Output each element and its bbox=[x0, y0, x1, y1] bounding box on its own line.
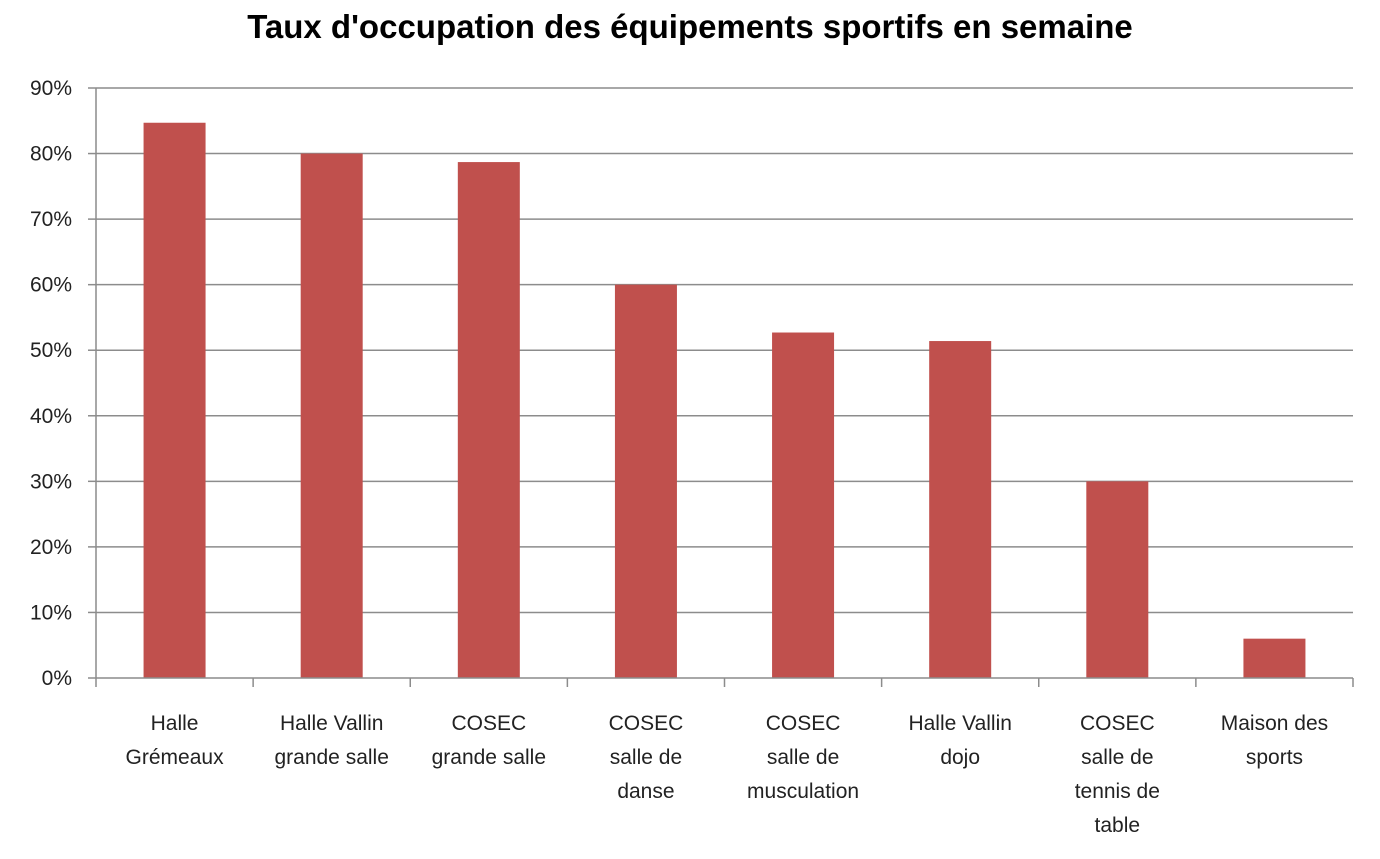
x-tick-label: COSEC salle de danse bbox=[609, 712, 684, 803]
y-tick-label: 40% bbox=[30, 405, 72, 428]
bar bbox=[300, 153, 363, 679]
x-tick-label: COSEC salle de musculation bbox=[747, 712, 859, 803]
y-tick-label: 0% bbox=[42, 667, 72, 690]
y-tick-label: 10% bbox=[30, 601, 72, 624]
x-tick-label: Maison des sports bbox=[1221, 712, 1328, 769]
x-tick-label: Halle Vallin grande salle bbox=[274, 712, 388, 769]
y-tick-label: 90% bbox=[30, 77, 72, 100]
bar bbox=[143, 122, 206, 678]
bar bbox=[929, 341, 992, 678]
y-tick-label: 30% bbox=[30, 470, 72, 493]
x-tick-label: COSEC salle de tennis de table bbox=[1075, 712, 1160, 837]
bar bbox=[1243, 638, 1306, 678]
y-tick-label: 70% bbox=[30, 208, 72, 231]
chart-title: Taux d'occupation des équipements sporti… bbox=[247, 8, 1133, 45]
bar bbox=[772, 332, 835, 678]
bar bbox=[614, 284, 677, 678]
y-tick-label: 50% bbox=[30, 339, 72, 362]
y-tick-label: 60% bbox=[30, 274, 72, 297]
x-tick-label: COSEC grande salle bbox=[432, 712, 546, 769]
y-tick-label: 80% bbox=[30, 143, 72, 166]
y-tick-label: 20% bbox=[30, 536, 72, 559]
bar bbox=[457, 162, 520, 679]
x-tick-label: Halle Grémeaux bbox=[126, 712, 225, 769]
bar bbox=[1086, 481, 1149, 678]
x-tick-label: Halle Vallin dojo bbox=[908, 712, 1012, 769]
